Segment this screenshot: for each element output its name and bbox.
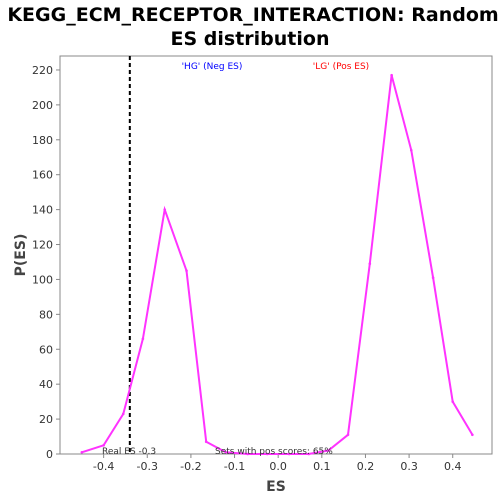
y-tick-label: 20: [39, 413, 53, 426]
x-tick-label: 0.4: [444, 460, 462, 473]
data-point: [346, 433, 350, 437]
x-tick-label: -0.3: [137, 460, 158, 473]
data-point: [431, 276, 435, 279]
y-axis: 0 20 40 60 80 100 120 140 160 180 200 220: [32, 64, 60, 461]
x-tick-label: 0.0: [269, 460, 287, 473]
y-tick-label: 0: [46, 448, 53, 461]
data-point: [102, 443, 105, 447]
legend-lg: 'LG' (Pos ES): [313, 62, 369, 72]
data-point: [204, 440, 208, 444]
x-tick-label: 0.1: [313, 460, 331, 473]
data-point: [451, 400, 455, 403]
data-point: [327, 449, 330, 452]
x-tick-label: 0.3: [400, 460, 418, 473]
data-point: [287, 452, 291, 456]
chart-title-line-2: ES distribution: [171, 28, 330, 50]
y-tick-label: 200: [32, 99, 53, 112]
chart-title-line-1: KEGG_ECM_RECEPTOR_INTERACTION: Random: [7, 4, 498, 26]
legend-hg: 'HG' (Neg ES): [182, 62, 243, 72]
y-tick-label: 160: [32, 169, 53, 182]
es-distribution-points: [80, 73, 474, 456]
data-point: [265, 452, 269, 456]
x-tick-label: -0.4: [93, 460, 114, 473]
data-point: [390, 73, 393, 77]
data-point: [80, 450, 84, 454]
pos-scores-annotation: Sets with pos scores: 65%: [215, 447, 333, 457]
x-axis-label: ES: [266, 479, 286, 495]
y-tick-label: 60: [39, 343, 53, 356]
data-point: [471, 433, 474, 437]
y-tick-label: 40: [39, 378, 53, 391]
y-tick-label: 180: [32, 134, 53, 147]
plot-area: [59, 55, 493, 455]
data-point: [409, 148, 413, 152]
y-tick-label: 220: [32, 64, 53, 77]
y-tick-label: 80: [39, 308, 53, 321]
data-point: [368, 262, 372, 266]
y-tick-label: 140: [32, 204, 53, 217]
x-tick-label: -0.2: [180, 460, 201, 473]
es-distribution-line: [81, 74, 474, 455]
data-point: [185, 269, 188, 273]
data-point: [224, 450, 228, 454]
data-point: [121, 412, 125, 416]
x-tick-label: -0.1: [224, 460, 245, 473]
x-tick-label: 0.2: [357, 460, 375, 473]
data-point: [163, 208, 167, 211]
data-point: [141, 337, 145, 341]
y-tick-label: 120: [32, 239, 53, 252]
data-point: [246, 452, 249, 456]
real-es-annotation: Real ES -0.3: [102, 447, 156, 457]
y-axis-label: P(ES): [13, 234, 29, 277]
data-point: [307, 452, 311, 456]
y-tick-label: 100: [32, 273, 53, 286]
